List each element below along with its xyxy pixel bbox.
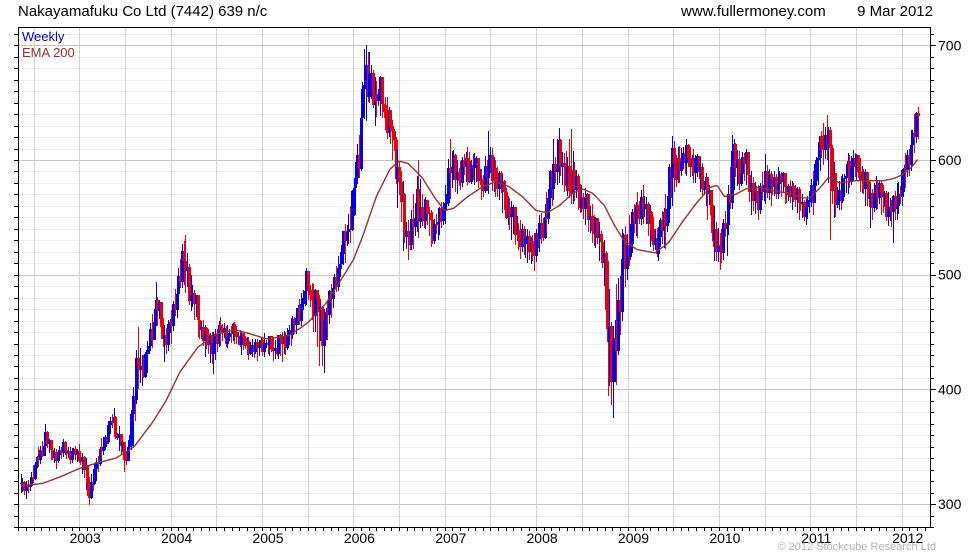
x-tick-label-2006: 2006 <box>344 530 375 546</box>
y-tick-label-300: 300 <box>938 496 962 512</box>
x-tick-label-2011: 2011 <box>801 530 831 546</box>
page-title: Nakayamafuku Co Ltd (7442) 639 n/c <box>18 3 268 20</box>
x-tick-label-2007: 2007 <box>435 530 466 546</box>
x-tick-label-2010: 2010 <box>709 530 740 546</box>
legend-interval: Weekly <box>22 29 65 44</box>
y-tick-label-400: 400 <box>938 381 962 397</box>
candles-group <box>20 45 920 505</box>
y-axis-labels: 300 400 500 600 700 <box>938 37 962 512</box>
x-tick-label-2009: 2009 <box>618 530 649 546</box>
y-tick-label-500: 500 <box>938 267 962 283</box>
x-axis-labels: 2003 2004 2005 2006 2007 2008 2009 2010 2011 2012 <box>70 530 924 546</box>
date-label: 9 Mar 2012 <box>857 3 933 20</box>
plot-frame <box>14 27 936 531</box>
copyright-notice: © 2012 Stockcube Research Ltd <box>777 541 936 553</box>
x-tick-label-2005: 2005 <box>252 530 283 546</box>
x-tick-label-2004: 2004 <box>161 530 192 546</box>
x-tick-label-2008: 2008 <box>527 530 558 546</box>
gridlines <box>18 27 930 528</box>
y-tick-label-600: 600 <box>938 152 962 168</box>
y-tick-label-700: 700 <box>938 37 962 53</box>
x-tick-label-2003: 2003 <box>70 530 101 546</box>
ema-line <box>20 159 919 487</box>
website-label: www.fullermoney.com <box>681 3 826 20</box>
x-tick-label-2012: 2012 <box>892 530 923 546</box>
legend-ema: EMA 200 <box>22 45 75 60</box>
